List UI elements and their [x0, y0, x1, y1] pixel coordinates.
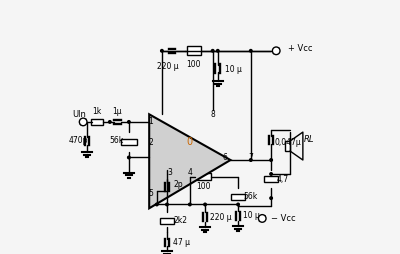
Circle shape: [272, 47, 280, 55]
Text: 7: 7: [248, 153, 253, 162]
Circle shape: [212, 50, 214, 52]
Text: 6: 6: [223, 153, 228, 162]
Text: 3: 3: [167, 168, 172, 177]
Text: 470p: 470p: [68, 136, 88, 146]
Text: 1µ: 1µ: [113, 107, 122, 116]
Text: 4: 4: [188, 168, 192, 177]
Text: 56k: 56k: [243, 192, 258, 201]
Text: 2p: 2p: [173, 180, 183, 189]
Bar: [231, 194, 245, 200]
Text: + Vcc: + Vcc: [288, 44, 312, 53]
Circle shape: [250, 159, 252, 161]
Text: 1k: 1k: [92, 107, 102, 116]
Circle shape: [237, 203, 239, 206]
Text: 220 µ: 220 µ: [158, 61, 179, 71]
Circle shape: [204, 203, 206, 206]
Circle shape: [161, 50, 163, 52]
Circle shape: [156, 203, 158, 206]
Circle shape: [270, 197, 272, 199]
Text: 4,7: 4,7: [276, 174, 288, 184]
Text: 1: 1: [148, 117, 153, 126]
Text: 10 µ: 10 µ: [226, 65, 242, 74]
Text: RL: RL: [304, 135, 315, 144]
Bar: [285, 141, 290, 151]
Circle shape: [258, 215, 266, 222]
Text: 2k2: 2k2: [173, 216, 187, 226]
Bar: [160, 218, 174, 224]
Polygon shape: [149, 114, 230, 208]
Text: 0,047µ: 0,047µ: [275, 138, 302, 147]
Text: 220 µ: 220 µ: [210, 213, 232, 222]
Bar: [264, 176, 278, 182]
Bar: [187, 46, 201, 55]
Bar: [121, 139, 136, 145]
Text: 47 µ: 47 µ: [173, 238, 190, 247]
Text: 0: 0: [187, 137, 193, 147]
Text: − Vcc: − Vcc: [271, 214, 296, 223]
Bar: [92, 119, 103, 125]
Text: Uln: Uln: [72, 110, 86, 119]
Circle shape: [270, 159, 272, 161]
Circle shape: [270, 173, 272, 175]
Circle shape: [188, 203, 191, 206]
Text: 56k: 56k: [110, 136, 124, 146]
Circle shape: [128, 156, 130, 159]
Circle shape: [250, 50, 252, 52]
Text: 8: 8: [210, 110, 215, 119]
Text: 10 µ: 10 µ: [243, 211, 260, 220]
Circle shape: [216, 50, 219, 52]
Circle shape: [128, 121, 130, 123]
Circle shape: [79, 118, 87, 126]
Text: 100: 100: [196, 182, 211, 191]
Text: 2: 2: [148, 138, 153, 147]
Circle shape: [166, 203, 168, 206]
Text: 100: 100: [186, 60, 201, 69]
Circle shape: [108, 121, 111, 123]
Text: 5: 5: [148, 188, 153, 198]
Bar: [197, 173, 211, 180]
